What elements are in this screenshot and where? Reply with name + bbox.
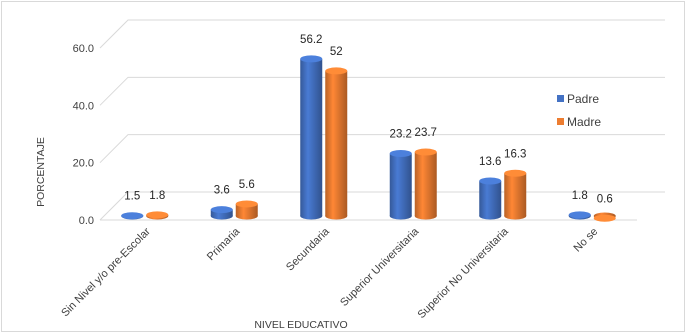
data-label: 3.6 [214,185,230,197]
bar-madre [146,211,169,220]
data-label: 1.5 [124,191,140,203]
bar-padre [121,212,144,220]
bar-madre [504,169,527,220]
axes: 0.0 20.0 40.0 60.0 Sin Nivel y/o pre-Escolar… [59,43,637,321]
legend-label-madre: Madre [567,115,601,129]
gridline [99,134,665,164]
bar-madre [325,67,348,220]
bar-madre [414,148,437,220]
x-tick-label: Primaria [205,225,243,263]
y-tick-label: 0.0 [79,215,94,227]
y-tick-label: 20.0 [73,158,94,170]
x-tick-label: No se [572,226,601,255]
legend: Padre Madre [557,92,601,129]
data-label: 1.8 [572,190,588,202]
x-tick-label: Sin Nivel y/o pre-Escolar [59,225,153,319]
bar-padre [389,149,412,220]
data-label: 23.7 [415,127,437,139]
x-axis-title: NIVEL EDUCATIVO [254,319,347,331]
gridline [99,19,665,49]
bar-padre [479,177,502,220]
data-label: 1.8 [149,190,165,202]
data-labels: 1.5 1.8 3.6 5.6 56.2 52 23.2 23.7 13.616.3 1.8 0.6 [124,34,613,205]
data-label: 13.6 [479,156,501,168]
legend-swatch-madre [557,118,564,125]
x-tick-label: Superior No Universitaria [415,225,511,321]
data-label: 5.6 [239,179,255,191]
bar-madre [235,200,258,220]
data-label: 52 [330,46,343,58]
y-axis-title: PORCENTAJE [35,137,47,207]
data-label: 0.6 [597,193,613,205]
x-tick-label: Secundaria [284,225,332,273]
legend-swatch-padre [557,95,564,102]
y-tick-label: 60.0 [73,43,94,55]
bars [121,55,616,222]
data-label: 16.3 [504,148,526,160]
data-label: 56.2 [300,34,322,46]
y-tick-label: 40.0 [73,100,94,112]
bar-madre [593,212,616,222]
bar-padre [210,206,233,220]
legend-label-padre: Padre [567,92,599,106]
gridline [99,76,665,106]
bar-padre [568,211,591,220]
x-tick-label: Superior Universitaria [338,225,422,309]
data-label: 23.2 [390,128,412,140]
bar-padre [300,55,323,220]
